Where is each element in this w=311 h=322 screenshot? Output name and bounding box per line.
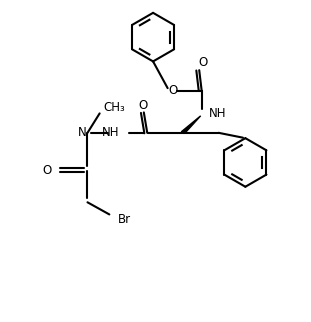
Text: O: O: [168, 84, 177, 97]
Text: NH: NH: [102, 126, 119, 139]
Text: Br: Br: [118, 213, 131, 226]
Text: O: O: [43, 164, 52, 177]
Text: O: O: [198, 56, 207, 69]
Text: NH: NH: [209, 107, 226, 120]
Text: CH₃: CH₃: [104, 101, 125, 114]
Text: O: O: [139, 99, 148, 112]
Polygon shape: [181, 116, 201, 132]
Text: N: N: [78, 126, 86, 139]
